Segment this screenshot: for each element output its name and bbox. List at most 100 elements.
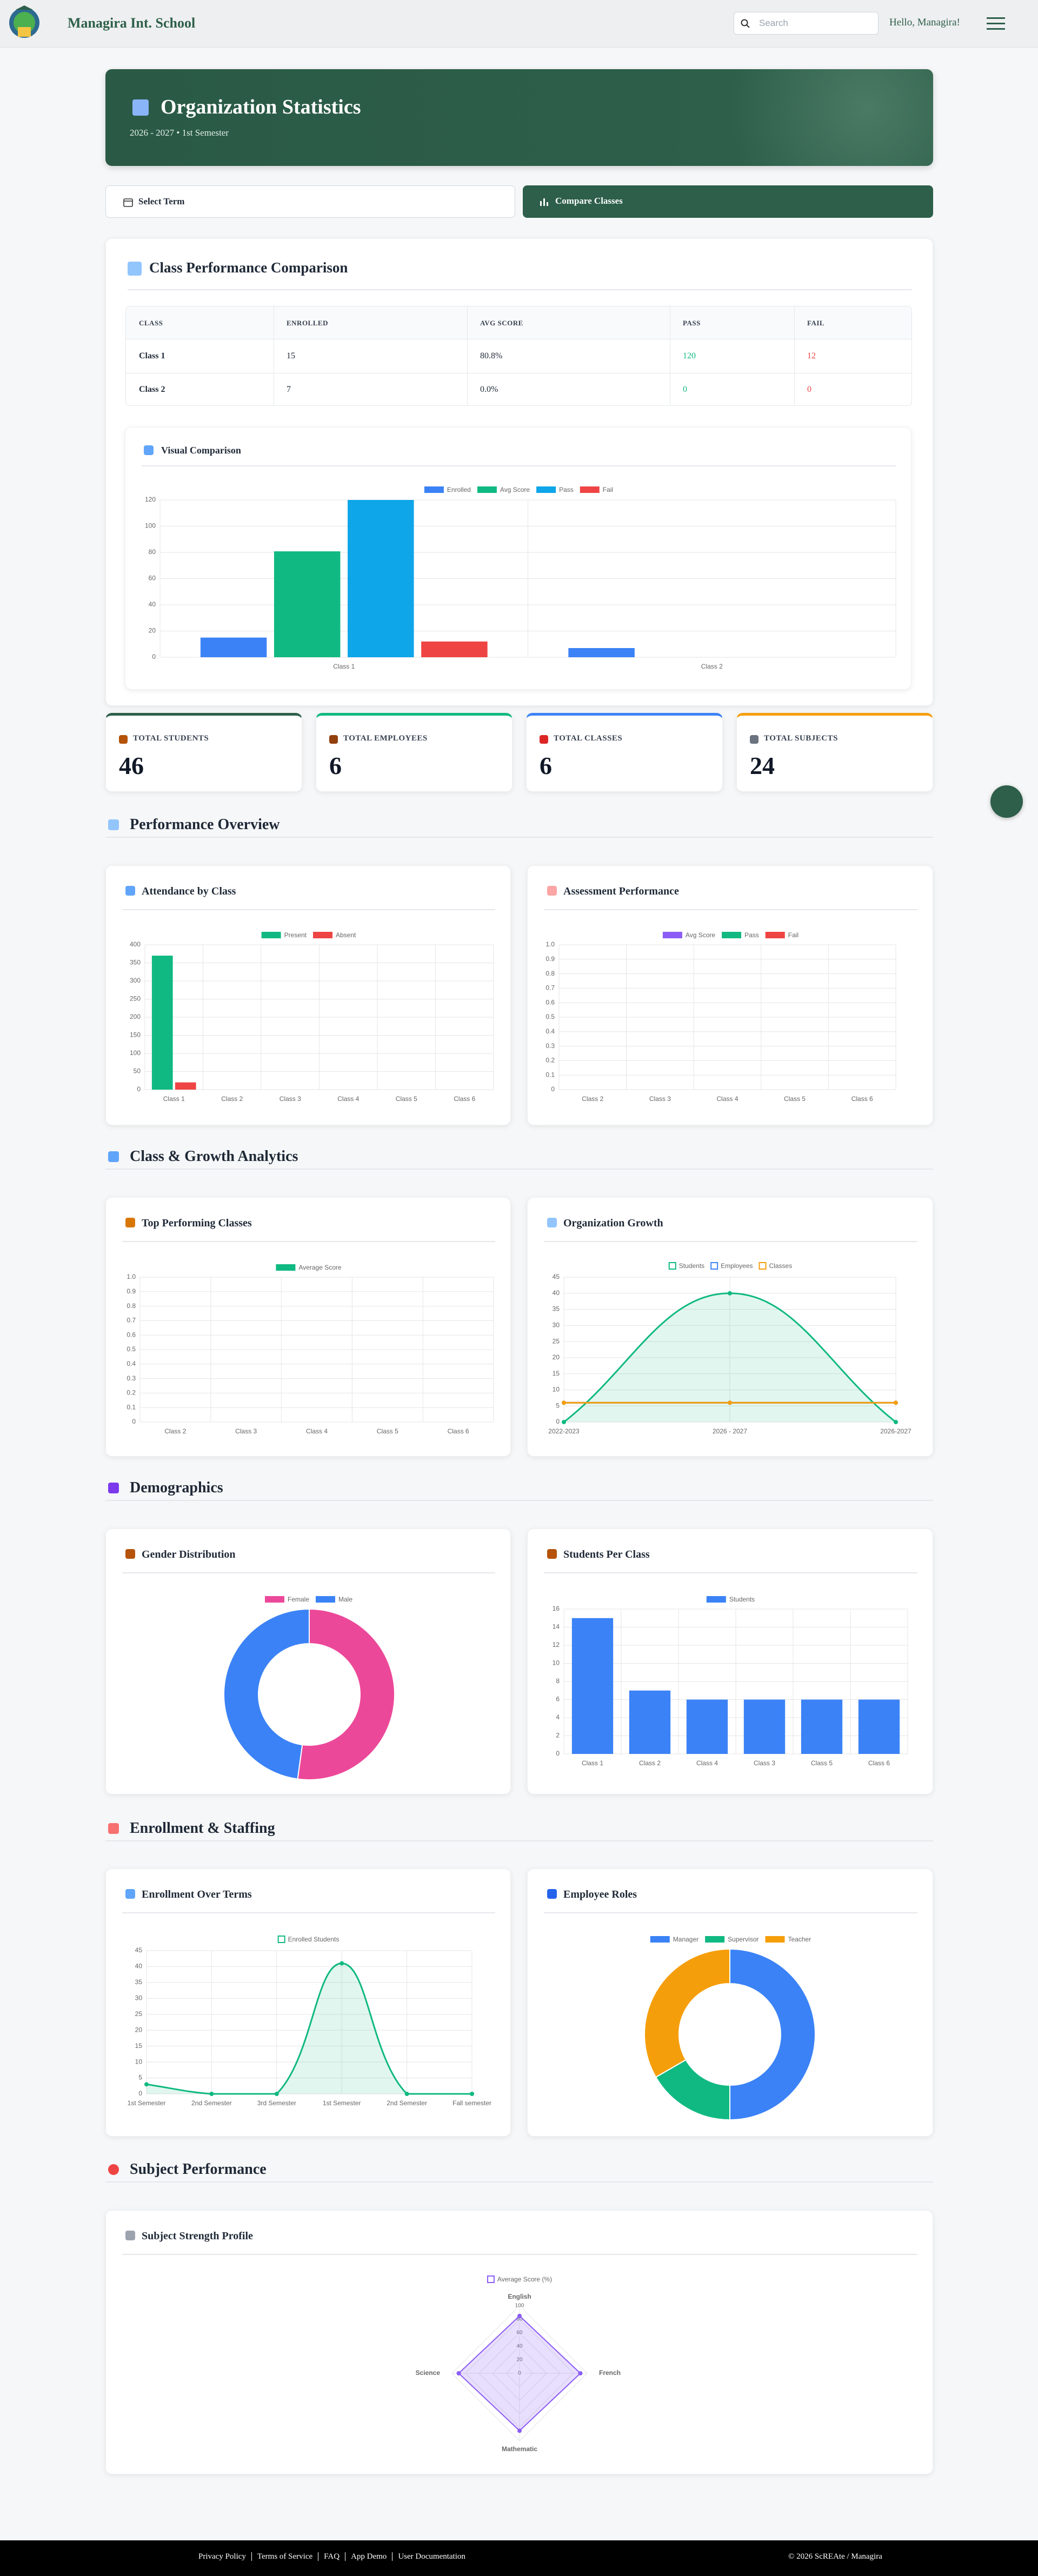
chart: Female Male	[223, 1596, 396, 1780]
table-cell: 120	[683, 351, 696, 361]
y-tick-label: 0	[556, 1750, 560, 1757]
x-tick-label: 2022-2023	[548, 1427, 580, 1435]
y-tick-label: 0.8	[127, 1302, 136, 1310]
search-box[interactable]: Search	[734, 12, 879, 35]
legend-swatch	[706, 1596, 726, 1603]
x-tick-label: Class 3	[280, 1095, 301, 1103]
table-cell: Class 2	[139, 385, 165, 394]
legend-label: Classes	[769, 1262, 793, 1270]
radar-area	[458, 2315, 581, 2432]
chart-card: Gender Distribution Female Male	[105, 1529, 511, 1794]
x-tick-label: Class 1	[582, 1759, 603, 1767]
section-title: Performance Overview	[130, 816, 280, 833]
legend-swatch	[580, 486, 600, 493]
tick-backdrop	[514, 2330, 525, 2336]
footer-link[interactable]: User Documentation	[392, 2552, 471, 2561]
x-tick-label: 3rd Semester	[257, 2099, 296, 2107]
x-tick-label: Fall semester	[453, 2099, 491, 2107]
legend-label: Average Score	[298, 1264, 341, 1271]
bar	[348, 500, 414, 657]
select-term-button[interactable]: Select Term	[105, 185, 515, 218]
comparison-icon	[128, 262, 142, 276]
y-tick-label: 5	[138, 2074, 142, 2081]
x-tick-label: Class 2	[701, 663, 723, 670]
card-icon	[547, 1549, 557, 1559]
card-icon	[144, 445, 154, 455]
y-tick-label: 350	[130, 959, 141, 966]
bar	[200, 637, 267, 657]
compare-classes-label: Compare Classes	[555, 196, 623, 206]
footer-link[interactable]: FAQ	[318, 2552, 345, 2561]
comparison-title: Class Performance Comparison	[149, 259, 348, 276]
bar	[175, 1082, 196, 1090]
y-tick-label: 16	[553, 1605, 560, 1612]
x-tick-label: Class 6	[851, 1095, 873, 1103]
stat-label: TOTAL STUDENTS	[133, 734, 209, 743]
y-tick-label: 0.4	[545, 1027, 555, 1035]
chart: Enrolled Students 0 5 10 15 20 25 30 35 40 45 1st S…	[128, 1936, 491, 2107]
search-placeholder: Search	[759, 18, 788, 28]
point	[209, 2092, 214, 2096]
stat-card: TOTAL SUBJECTS 24	[736, 713, 933, 792]
section-heading: Subject Performance	[105, 2161, 933, 2183]
table-cell: 0.0%	[480, 385, 498, 394]
stat-label: TOTAL CLASSES	[554, 734, 623, 743]
legend-label: Male	[338, 1596, 352, 1603]
card-title: Top Performing Classes	[142, 1217, 252, 1229]
divider	[122, 1572, 495, 1573]
y-tick-label: 40	[553, 1289, 560, 1297]
legend-label: Pass	[744, 931, 759, 939]
legend-label: Students	[729, 1596, 755, 1603]
section-title: Class & Growth Analytics	[130, 1148, 298, 1165]
x-tick-label: Class 5	[396, 1095, 417, 1103]
axis-label: Mathematic	[502, 2445, 537, 2453]
compare-classes-button[interactable]: Compare Classes	[523, 185, 933, 218]
section-title: Demographics	[130, 1479, 223, 1496]
divider	[122, 2254, 917, 2255]
x-tick-label: Class 5	[784, 1095, 806, 1103]
legend: Average Score	[276, 1264, 342, 1271]
legend-label: Enrolled Students	[288, 1936, 340, 1943]
card-title: Visual Comparison	[161, 445, 241, 456]
card-icon	[125, 886, 135, 896]
footer-link[interactable]: App Demo	[345, 2552, 392, 2561]
x-tick-label: Class 1	[333, 663, 355, 670]
chart-card: Assessment Performance Avg Score Pass Fail 0…	[527, 865, 933, 1125]
y-tick-label: 20	[149, 627, 156, 635]
chat-button[interactable]	[990, 785, 1023, 818]
menu-button[interactable]	[987, 16, 1006, 31]
y-tick-label: 60	[149, 575, 156, 582]
x-tick-label: Class 1	[163, 1095, 185, 1103]
y-tick-label: 1.0	[127, 1273, 136, 1280]
footer-link[interactable]: Terms of Service	[251, 2552, 318, 2561]
column-header: CLASS	[139, 319, 163, 327]
y-tick-label: 0.8	[545, 970, 555, 977]
legend: Female Male	[264, 1596, 352, 1603]
y-tick-label: 0	[152, 653, 156, 660]
stat-value: 46	[119, 752, 144, 779]
footer-link[interactable]: Privacy Policy	[198, 2552, 246, 2561]
y-tick-label: 0	[137, 1085, 141, 1093]
point	[144, 2082, 149, 2087]
y-tick-label: 0.9	[545, 955, 555, 963]
bar	[274, 551, 341, 657]
divider	[122, 909, 495, 910]
point	[470, 2092, 474, 2096]
radar-point	[456, 2371, 461, 2375]
x-tick-label: 2026 - 2027	[713, 1427, 747, 1435]
bar	[629, 1690, 671, 1754]
doughnut-slice	[729, 1948, 816, 2121]
y-tick-label: 120	[145, 496, 156, 503]
y-tick-label: 35	[135, 1978, 143, 1986]
r-tick-label: 0	[518, 2371, 521, 2377]
divider	[128, 289, 912, 290]
column-header: AVG SCORE	[480, 319, 523, 327]
y-tick-label: 0.3	[127, 1374, 136, 1382]
y-tick-label: 20	[553, 1353, 560, 1361]
section-heading: Performance Overview	[105, 816, 933, 838]
x-tick-label: 1st Semester	[323, 2099, 361, 2107]
footer-links: Privacy Policy Terms of Service FAQ App Dem…	[198, 2552, 471, 2561]
point	[340, 1961, 344, 1966]
chart: Manager Supervisor Teacher	[644, 1936, 816, 2121]
chart-card: Attendance by Class Present Absent 0 50 100 15…	[105, 865, 511, 1125]
